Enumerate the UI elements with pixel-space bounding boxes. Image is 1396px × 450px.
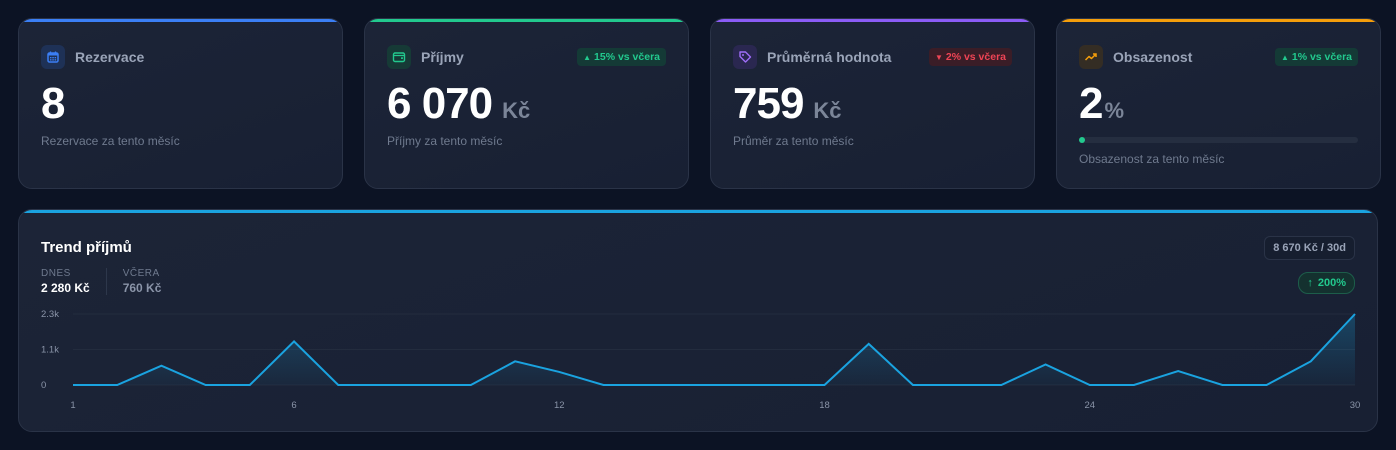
change-value: 200%: [1317, 277, 1346, 289]
stat-value: 2 280 Kč: [41, 281, 90, 295]
value-number: 8: [41, 79, 66, 128]
card-subtitle: Příjmy za tento měsíc: [387, 134, 503, 148]
card-income[interactable]: Příjmy ▲ 15% vs včera 6 070 Kč Příjmy za…: [364, 18, 689, 189]
x-axis-tick: 1: [70, 400, 75, 411]
card-subtitle: Obsazenost za tento měsíc: [1079, 152, 1225, 166]
card-title: Rezervace: [75, 49, 145, 65]
y-axis-tick: 2.3k: [41, 309, 59, 320]
income-trend-chart[interactable]: 0 1.1k 2.3k 1 6 12 18 24 30: [19, 210, 1378, 432]
card-subtitle: Rezervace za tento měsíc: [41, 134, 180, 148]
card-value: 759 Kč: [733, 79, 842, 129]
tag-icon: [733, 45, 757, 69]
stat-label: DNES: [41, 268, 71, 279]
arrow-up-icon: ↑: [1307, 277, 1313, 289]
value-number: 6 070: [387, 79, 493, 128]
card-occupancy[interactable]: Obsazenost ▲ 1% vs včera 2 % Obsazenost …: [1056, 18, 1381, 189]
x-axis-tick: 6: [291, 400, 296, 411]
trending-up-icon: [1079, 45, 1103, 69]
wallet-icon: [387, 45, 411, 69]
card-title: Průměrná hodnota: [767, 49, 892, 65]
card-average-value[interactable]: Průměrná hodnota ▼ 2% vs včera 759 Kč Pr…: [710, 18, 1035, 189]
x-axis-tick: 12: [554, 400, 565, 411]
card-title: Příjmy: [421, 49, 464, 65]
trend-line: [73, 313, 1356, 386]
badge-text: 15% vs včera: [594, 51, 660, 63]
card-title: Obsazenost: [1113, 49, 1193, 65]
stat-label: VČERA: [122, 268, 160, 279]
card-accent-bar: [19, 19, 342, 22]
arrow-up-icon: ▲: [1280, 52, 1289, 62]
panel-title: Trend příjmů: [41, 239, 132, 256]
occupancy-progress-bar: [1079, 137, 1358, 143]
arrow-up-icon: ▲: [583, 52, 592, 62]
x-axis-tick: 30: [1350, 400, 1361, 411]
change-pill: ↑ 200%: [1298, 272, 1355, 294]
x-axis-tick: 18: [819, 400, 830, 411]
stat-value: 760 Kč: [122, 281, 162, 295]
stat-yesterday: VČERA 760 Kč: [105, 268, 178, 295]
calendar-icon: [41, 45, 65, 69]
value-number: 759: [733, 79, 804, 128]
change-badge: ▼ 2% vs včera: [928, 48, 1012, 66]
badge-text: 2% vs včera: [945, 51, 1006, 63]
card-accent-bar: [711, 19, 1034, 22]
y-axis-tick: 1.1k: [41, 345, 59, 356]
stat-today: DNES 2 280 Kč: [41, 268, 106, 295]
panel-accent-bar: [19, 210, 1377, 213]
card-value: 8: [41, 79, 66, 129]
card-accent-bar: [365, 19, 688, 22]
card-subtitle: Průměr za tento měsíc: [733, 134, 854, 148]
value-unit: Kč: [813, 98, 842, 123]
y-axis-tick: 0: [41, 380, 46, 391]
value-unit: %: [1104, 98, 1125, 123]
arrow-down-icon: ▼: [934, 52, 943, 62]
card-accent-bar: [1057, 19, 1380, 22]
badge-text: 1% vs včera: [1291, 51, 1352, 63]
income-trend-panel: 0 1.1k 2.3k 1 6 12 18 24 30 Trend příjmů DNES 2 …: [18, 209, 1378, 432]
card-reservations[interactable]: Rezervace 8 Rezervace za tento měsíc: [18, 18, 343, 189]
card-value: 2 %: [1079, 79, 1124, 129]
x-axis-tick: 24: [1084, 400, 1095, 411]
kpi-cards: Rezervace 8 Rezervace za tento měsíc Pří…: [18, 18, 1381, 189]
change-badge: ▲ 1% vs včera: [1274, 48, 1358, 66]
progress-fill: [1079, 137, 1085, 143]
card-value: 6 070 Kč: [387, 79, 530, 129]
value-number: 2: [1079, 79, 1104, 128]
value-unit: Kč: [502, 98, 531, 123]
change-badge: ▲ 15% vs včera: [577, 48, 666, 66]
total-30d-pill: 8 670 Kč / 30d: [1264, 236, 1355, 260]
today-yesterday-stats: DNES 2 280 Kč VČERA 760 Kč: [41, 268, 177, 295]
